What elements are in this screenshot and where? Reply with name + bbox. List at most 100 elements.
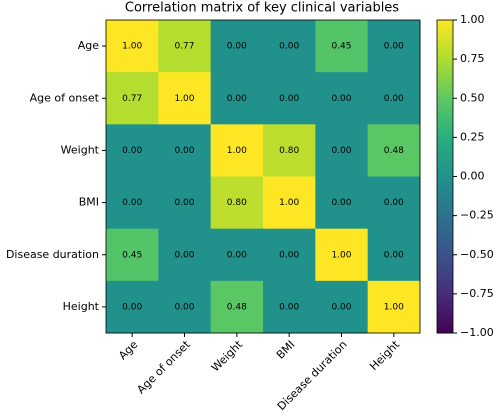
cell-label: 0.00	[331, 302, 351, 312]
heatmap-cell	[367, 228, 421, 282]
colorbar-segment	[437, 320, 453, 325]
chart-title: Correlation matrix of key clinical varia…	[125, 1, 399, 16]
colorbar-segment	[437, 82, 453, 87]
cell-label: 0.00	[174, 302, 194, 312]
colorbar-segment	[437, 148, 453, 152]
colorbar-segment	[437, 195, 453, 199]
colorbar-segment	[437, 98, 453, 102]
heatmap-cell	[210, 72, 264, 125]
colorbar-segment	[437, 314, 453, 318]
cell-label: 0.00	[279, 250, 299, 260]
heatmap-cell	[315, 72, 369, 125]
heatmap-cell	[106, 124, 159, 177]
heatmap-cell	[367, 72, 421, 125]
cell-label: 0.77	[122, 94, 142, 104]
colorbar-segment	[437, 189, 453, 193]
cell-label: 0.00	[331, 94, 351, 104]
colorbar-segment	[437, 35, 453, 40]
cell-label: 1.00	[122, 42, 142, 52]
colorbar-segment	[437, 154, 453, 159]
colorbar-segment	[437, 20, 453, 24]
colorbar-segment	[437, 173, 453, 177]
colorbar-segment	[437, 132, 453, 137]
colorbar-segment	[437, 88, 453, 93]
colorbar-segment	[437, 242, 453, 246]
colorbar-segment	[437, 264, 453, 268]
colorbar-segment	[437, 326, 453, 331]
colorbar-segment	[437, 160, 453, 165]
cell-label: 0.80	[279, 146, 299, 156]
colorbar-segment	[437, 123, 453, 127]
cell-label: 0.00	[227, 42, 247, 52]
cell-label: 0.00	[331, 198, 351, 208]
colorbar-tick-label: 0.50	[460, 91, 485, 104]
colorbar-segment	[437, 117, 453, 121]
colorbar-segment	[437, 239, 453, 243]
heatmap-cell	[210, 124, 264, 177]
colorbar-segment	[437, 51, 453, 55]
cell-label: 0.00	[174, 250, 194, 260]
colorbar-segment	[437, 317, 453, 321]
heatmap-cell	[106, 176, 159, 230]
cell-label: 0.00	[384, 94, 404, 104]
heatmap-cell	[263, 20, 316, 73]
cell-label: 0.00	[122, 146, 142, 156]
colorbar-tick-label: −1.00	[460, 326, 494, 339]
colorbar-segment	[437, 101, 453, 106]
cell-label: 1.00	[174, 94, 194, 104]
y-tick-label: Age of onset	[30, 91, 100, 104]
colorbar-segment	[437, 142, 453, 146]
colorbar-segment	[437, 217, 453, 221]
heatmap-cell	[315, 20, 369, 73]
cell-label: 0.00	[279, 302, 299, 312]
cell-label: 1.00	[384, 302, 404, 312]
colorbar-segment	[437, 38, 453, 43]
heatmap-cell	[315, 280, 369, 334]
cell-label: 0.00	[122, 302, 142, 312]
colorbar-segment	[437, 267, 453, 271]
colorbar-segment	[437, 70, 453, 74]
colorbar-segment	[437, 198, 453, 203]
colorbar-segment	[437, 289, 453, 293]
heatmap-cell	[106, 72, 159, 125]
heatmap-cell	[158, 124, 212, 177]
heatmap-cell	[210, 228, 264, 282]
colorbar-segment	[437, 192, 453, 196]
colorbar-segment	[437, 223, 453, 228]
colorbar-segment	[437, 41, 453, 46]
colorbar-segment	[437, 91, 453, 96]
colorbar-segment	[437, 120, 453, 124]
y-tick-label: BMI	[79, 196, 99, 209]
colorbar-segment	[437, 201, 453, 206]
cell-label: 0.00	[279, 42, 299, 52]
x-tick-label: Weight	[209, 338, 246, 375]
heatmap-cell	[158, 280, 212, 334]
colorbar-segment	[437, 104, 453, 109]
colorbar-segment	[437, 254, 453, 259]
cell-label: 0.00	[279, 94, 299, 104]
colorbar-segment	[437, 286, 453, 290]
y-tick-label: Disease duration	[6, 248, 99, 261]
heatmap-cell	[315, 176, 369, 230]
colorbar-segment	[437, 110, 453, 115]
colorbar-segment	[437, 307, 453, 312]
cell-label: 0.00	[384, 250, 404, 260]
x-tick-label: Height	[367, 338, 402, 373]
colorbar-segment	[437, 95, 453, 99]
colorbar-segment	[437, 273, 453, 278]
x-tick-label: BMI	[274, 338, 298, 362]
heatmap-cell	[158, 72, 212, 125]
cell-label: 0.00	[384, 198, 404, 208]
cell-label: 0.00	[227, 94, 247, 104]
cell-label: 0.45	[122, 250, 142, 260]
colorbar-segment	[437, 295, 453, 300]
y-tick-label: Height	[63, 300, 100, 313]
heatmap-cell	[158, 176, 212, 230]
colorbar-segment	[437, 207, 453, 212]
heatmap-cell	[158, 228, 212, 282]
colorbar-segment	[437, 279, 453, 284]
colorbar-segment	[437, 276, 453, 281]
cell-label: 0.48	[227, 302, 247, 312]
colorbar-tick-label: −0.75	[460, 287, 494, 300]
